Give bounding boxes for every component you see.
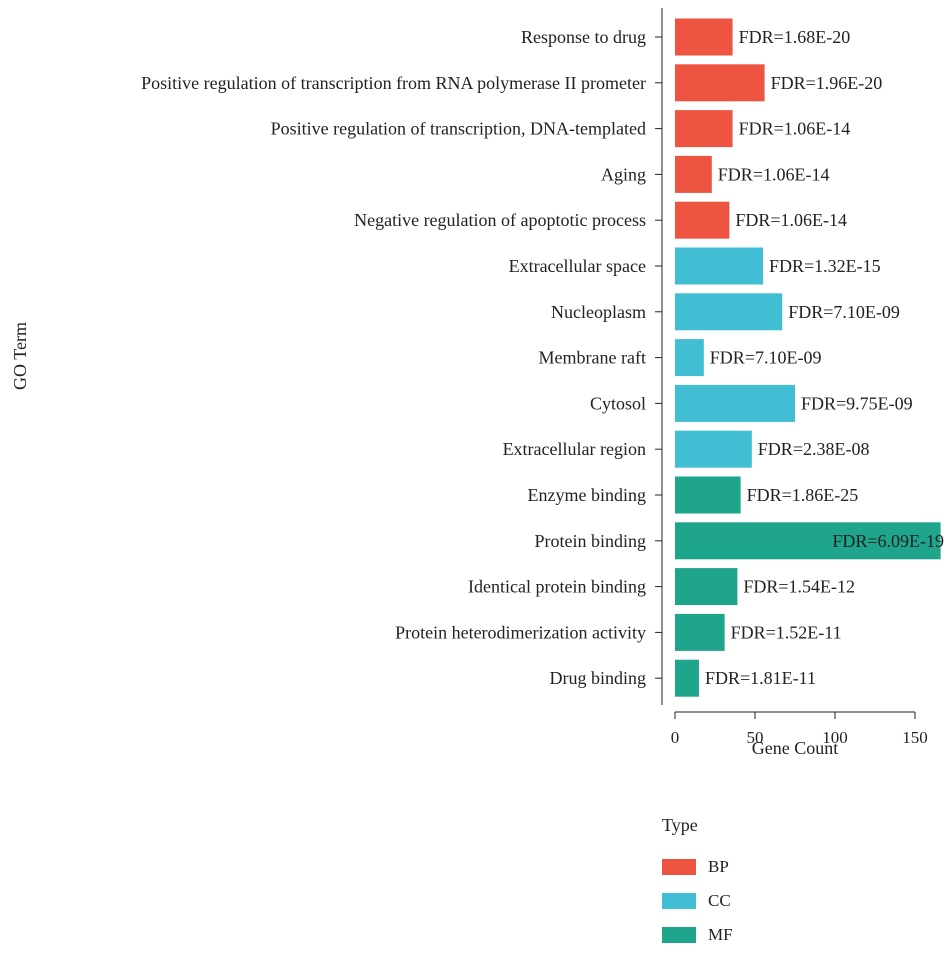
- bar-aging: [675, 155, 712, 193]
- legend-label-cc: CC: [708, 891, 731, 910]
- x-tick-label-50: 50: [747, 728, 764, 747]
- legend: Type BP CC MF: [662, 815, 733, 952]
- term-label-positive-regulation-of-transcription-dna-templated: Positive regulation of transcription, DN…: [271, 119, 646, 139]
- fdr-label-cytosol: FDR=9.75E-09: [801, 393, 913, 413]
- bar-extracellular-space: [675, 247, 763, 285]
- legend-item-cc: CC: [662, 884, 733, 918]
- fdr-label-response-to-drug: FDR=1.68E-20: [739, 27, 851, 47]
- term-label-cytosol: Cytosol: [590, 393, 646, 413]
- x-tick-label-150: 150: [902, 728, 928, 747]
- bar-data-labels: FDR=1.68E-20 FDR=1.96E-20 FDR=1.06E-14 FDR=…: [705, 27, 944, 688]
- x-axis-title: Gene Count: [752, 738, 838, 758]
- bar-series: [675, 18, 941, 697]
- fdr-label-aging: FDR=1.06E-14: [718, 164, 830, 184]
- term-label-identical-protein-binding: Identical protein binding: [468, 577, 646, 597]
- fdr-label-membrane-raft: FDR=7.10E-09: [710, 348, 822, 368]
- bar-negative-regulation-of-apoptotic-process: [675, 201, 730, 239]
- legend-title: Type: [662, 815, 698, 835]
- bar-nucleoplasm: [675, 293, 783, 331]
- term-label-aging: Aging: [601, 164, 646, 184]
- term-label-drug-binding: Drug binding: [550, 668, 647, 688]
- bar-enzyme-binding: [675, 476, 741, 514]
- fdr-label-protein-heterodimerization-activity: FDR=1.52E-11: [731, 622, 842, 642]
- fdr-label-positive-regulation-of-transcription-dna-templated: FDR=1.06E-14: [739, 119, 851, 139]
- x-tick-label-0: 0: [671, 728, 680, 747]
- bar-protein-heterodimerization-activity: [675, 613, 725, 651]
- term-label-protein-heterodimerization-activity: Protein heterodimerization activity: [395, 622, 646, 642]
- bar-positive-regulation-of-transcription-from-rna-polymerase-ii-prometer: [675, 64, 765, 102]
- x-tick-label-100: 100: [822, 728, 848, 747]
- fdr-label-nucleoplasm: FDR=7.10E-09: [788, 302, 900, 322]
- y-axis-term-labels: Response to drug Positive regulation of t…: [141, 27, 646, 688]
- bar-membrane-raft: [675, 339, 704, 377]
- term-label-protein-binding: Protein binding: [535, 531, 647, 551]
- bar-protein-binding: [675, 522, 941, 560]
- legend-label-mf: MF: [708, 925, 733, 944]
- fdr-label-protein-binding: FDR=6.09E-19: [832, 531, 944, 551]
- bar-extracellular-region: [675, 430, 752, 468]
- y-axis-ticks: [655, 36, 662, 679]
- fdr-label-positive-regulation-of-transcription-from-rna-polymerase-ii-prometer: FDR=1.96E-20: [771, 73, 883, 93]
- bar-response-to-drug: [675, 18, 733, 56]
- legend-item-bp: BP: [662, 850, 733, 884]
- fdr-label-negative-regulation-of-apoptotic-process: FDR=1.06E-14: [735, 210, 847, 230]
- legend-item-mf: MF: [662, 918, 733, 952]
- bar-cytosol: [675, 384, 795, 422]
- fdr-label-enzyme-binding: FDR=1.86E-25: [747, 485, 859, 505]
- term-label-nucleoplasm: Nucleoplasm: [551, 302, 646, 322]
- fdr-label-extracellular-space: FDR=1.32E-15: [769, 256, 881, 276]
- term-label-extracellular-space: Extracellular space: [509, 256, 646, 276]
- legend-swatch-cc: [662, 893, 696, 909]
- term-label-enzyme-binding: Enzyme binding: [528, 485, 646, 505]
- x-axis-ticks: 0 50 100 150: [671, 712, 928, 747]
- y-axis-title: GO Term: [10, 322, 30, 390]
- term-label-response-to-drug: Response to drug: [521, 27, 646, 47]
- go-term-bar-chart: Response to drug Positive regulation of t…: [10, 8, 944, 758]
- fdr-label-identical-protein-binding: FDR=1.54E-12: [743, 577, 855, 597]
- term-label-negative-regulation-of-apoptotic-process: Negative regulation of apoptotic process: [354, 210, 646, 230]
- term-label-positive-regulation-of-transcription-from-rna-polymerase-ii-prometer: Positive regulation of transcription fro…: [141, 73, 646, 93]
- bar-identical-protein-binding: [675, 568, 738, 606]
- legend-label-bp: BP: [708, 857, 729, 876]
- legend-swatch-mf: [662, 927, 696, 943]
- bar-positive-regulation-of-transcription-dna-templated: [675, 110, 733, 148]
- legend-swatch-bp: [662, 859, 696, 875]
- fdr-label-drug-binding: FDR=1.81E-11: [705, 668, 816, 688]
- bar-drug-binding: [675, 659, 699, 697]
- term-label-extracellular-region: Extracellular region: [503, 439, 646, 459]
- fdr-label-extracellular-region: FDR=2.38E-08: [758, 439, 870, 459]
- term-label-membrane-raft: Membrane raft: [539, 348, 646, 368]
